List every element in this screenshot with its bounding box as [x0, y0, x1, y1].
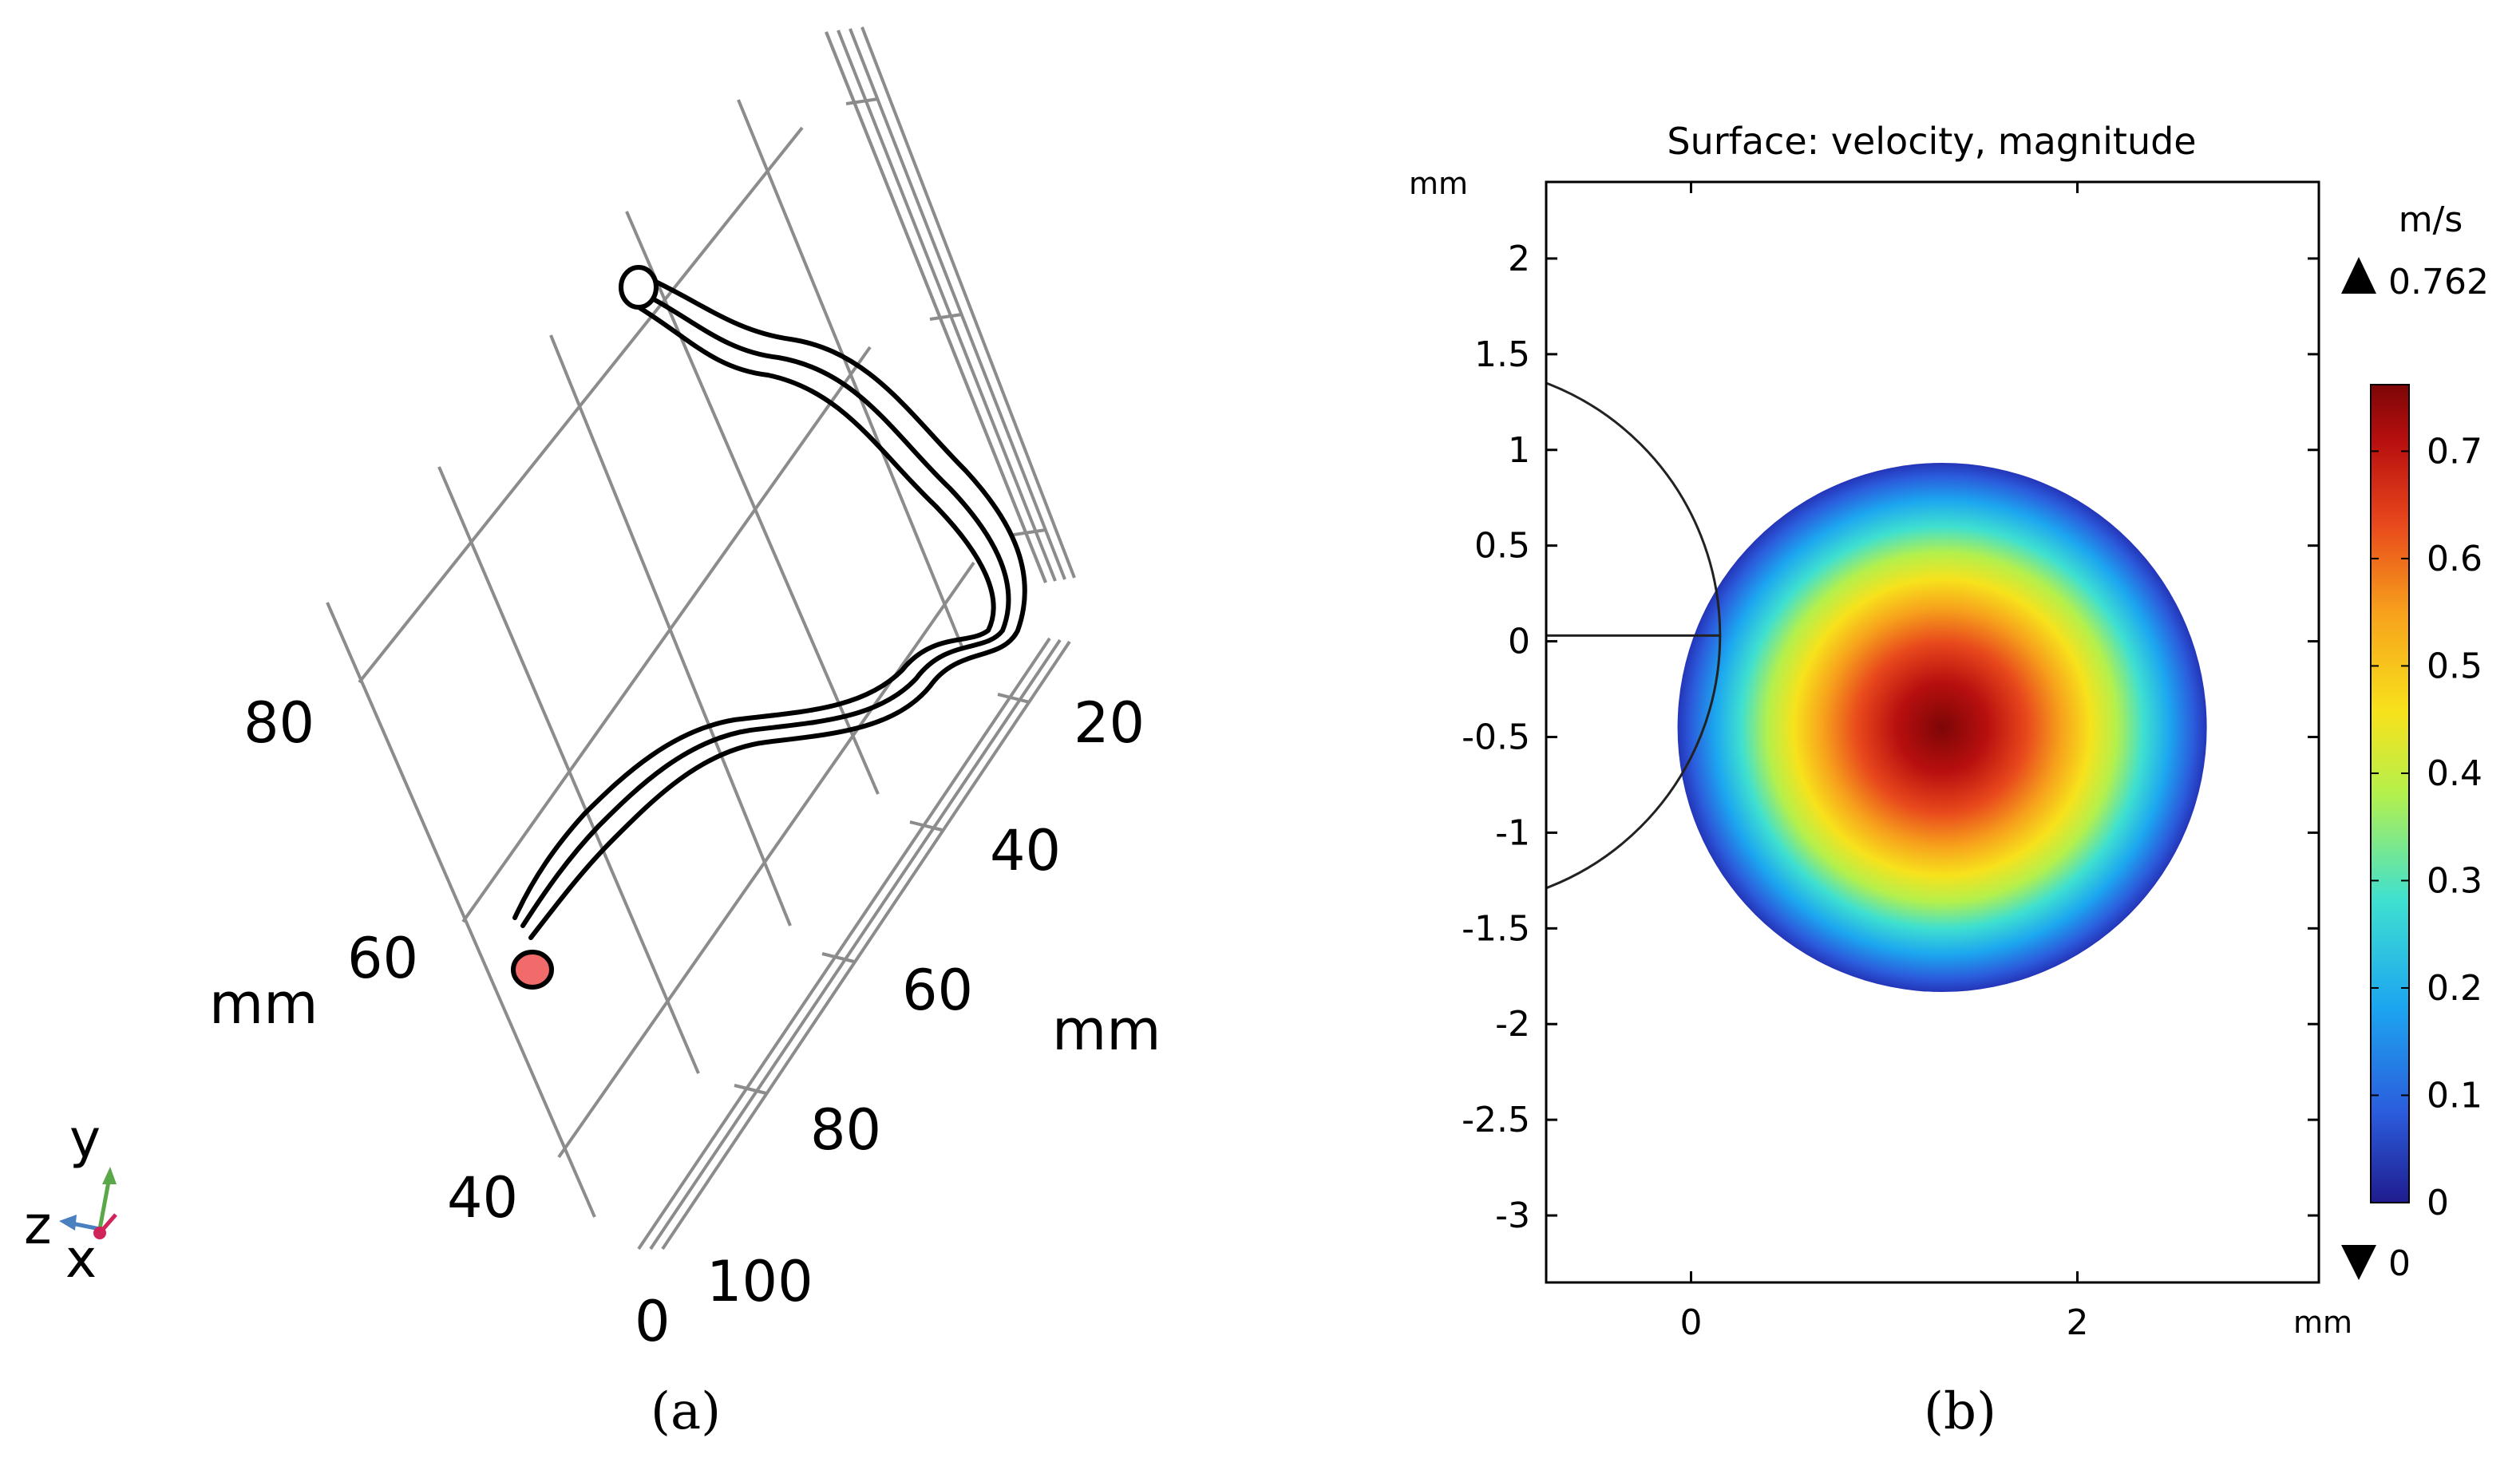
right-axis-tick-80: 80 [810, 1097, 881, 1163]
left-axis-tick-60: 60 [347, 926, 418, 991]
tube-wall-inner [512, 301, 996, 920]
colorbar-tick-label: 0.1 [2427, 1075, 2482, 1116]
right-axis-tick-40: 40 [990, 818, 1061, 883]
triad-z-label: z [24, 1195, 52, 1256]
colorbar-ticks: 0 0.1 0.2 0.3 0.4 0.5 0.6 0.7 [2371, 431, 2482, 1223]
caption-b: (b) [1924, 1382, 1996, 1441]
y-tick-label: -2.5 [1462, 1100, 1530, 1140]
grid-lines-a [326, 31, 1047, 1218]
colorbar-strip [2370, 384, 2410, 1203]
y-tick-label: -3 [1495, 1195, 1530, 1236]
bottom-axis-tick-0: 0 [635, 1289, 671, 1354]
triad-x-label: x [65, 1228, 97, 1290]
velocity-disc [1677, 462, 2207, 993]
x-tick-label: 2 [2067, 1302, 2089, 1343]
x-tick-label: 0 [1680, 1302, 1703, 1343]
axis-triad: y z x [24, 1108, 117, 1290]
max-triangle-icon [2341, 257, 2376, 294]
right-axis-tick-100: 100 [706, 1249, 813, 1314]
right-axis-unit: mm [1052, 998, 1161, 1063]
colorbar-min: 0 [2388, 1243, 2411, 1284]
panel-b-velocity-plot: Surface: velocity, magnitude mm 2 1.5 1 0.5… [1409, 120, 2489, 1343]
colorbar-unit: m/s [2399, 200, 2463, 240]
colorbar-tick-label: 0.6 [2427, 539, 2482, 579]
x-axis-unit: mm [2293, 1305, 2352, 1340]
right-axis-tick-20: 20 [1074, 690, 1145, 756]
colorbar-tick-label: 0.4 [2427, 753, 2482, 794]
y-tick-label: 0.5 [1474, 526, 1530, 567]
grid-lines-b [358, 126, 975, 1159]
y-tick-label: -0.5 [1462, 717, 1530, 757]
y-tick-label: 1 [1508, 430, 1530, 471]
y-tick-label: -1 [1495, 812, 1530, 853]
y-tick-label: -2 [1495, 1004, 1530, 1045]
colorbar-max: 0.762 [2388, 262, 2489, 302]
outlet-cap [619, 265, 659, 310]
colorbar-tick-label: 0.5 [2427, 646, 2482, 686]
colorbar-tick-label: 0 [2427, 1183, 2449, 1223]
min-triangle-icon [2341, 1245, 2376, 1280]
wall-lines [825, 26, 1076, 583]
tube-wall-mid [520, 289, 1011, 928]
overlay-arc [1546, 381, 1722, 890]
colorbar-tick-label: 0.2 [2427, 968, 2482, 1009]
plot-title: Surface: velocity, magnitude [1667, 120, 2196, 163]
colorbar-tick-label: 0.3 [2427, 860, 2482, 901]
left-axis-unit: mm [209, 971, 318, 1037]
y-tick-label: -1.5 [1462, 908, 1530, 949]
vessel-tube [512, 277, 1027, 940]
caption-a: (a) [651, 1382, 721, 1441]
y-axis-ticks: 2 1.5 1 0.5 0 -0.5 -1 -1.5 -2 -2.5 -3 [1462, 239, 2319, 1236]
tube-wall-outer [528, 277, 1027, 940]
y-tick-label: 1.5 [1474, 334, 1530, 375]
triad-y-label: y [69, 1108, 101, 1170]
colorbar-tick-label: 0.7 [2427, 431, 2482, 472]
left-axis-tick-80: 80 [243, 690, 315, 756]
y-tick-label: 0 [1508, 622, 1530, 662]
inlet-cap [511, 950, 554, 990]
right-axis-tick-60: 60 [902, 958, 973, 1023]
panel-a-3d-view: 80 60 mm 40 20 40 60 mm 80 100 0 y z x [24, 26, 1161, 1354]
colorbar: m/s 0.762 0 0.1 0.2 0.3 0.4 0.5 0.6 0.7 0 [2341, 200, 2489, 1284]
plot-frame [1545, 180, 2320, 1284]
left-axis-tick-40: 40 [447, 1165, 518, 1231]
base-lines [637, 637, 1071, 1251]
plot-area [1546, 381, 2207, 993]
y-tick-label: 2 [1508, 239, 1530, 279]
y-axis-unit: mm [1409, 166, 1468, 201]
